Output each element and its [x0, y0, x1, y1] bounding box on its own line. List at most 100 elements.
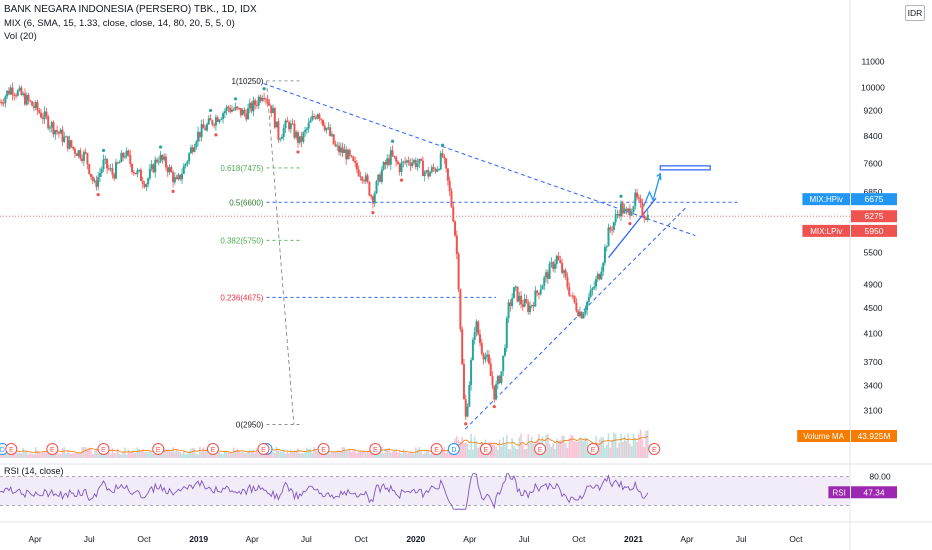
volume-bar	[270, 448, 273, 458]
candle-body	[166, 167, 169, 173]
volume-bar	[43, 451, 46, 458]
candle-body	[182, 165, 185, 174]
volume-bar	[74, 453, 76, 458]
pivot-high-dot	[619, 194, 623, 198]
volume-bar	[199, 447, 201, 458]
volume-bar	[134, 452, 137, 458]
volume-bar	[67, 450, 69, 458]
volume-bar	[532, 444, 535, 458]
currency-button[interactable]: IDR	[905, 5, 925, 21]
candle-body	[56, 130, 59, 132]
earnings-marker	[5, 443, 18, 455]
volume-bar	[466, 443, 469, 458]
candle-body	[375, 181, 378, 194]
volume-bar	[227, 452, 230, 458]
candle-body	[218, 119, 221, 122]
candle-body	[20, 87, 23, 95]
candle-body	[575, 302, 578, 312]
candle-body	[637, 197, 640, 199]
candles	[0, 82, 649, 420]
volume-bar	[220, 453, 223, 458]
candle-body	[477, 321, 480, 335]
candle-body	[48, 127, 51, 129]
candle-body	[479, 334, 482, 344]
candle-body	[95, 180, 98, 187]
volume-bar	[368, 452, 371, 458]
candle-body	[123, 156, 126, 158]
candle-body	[275, 121, 278, 128]
volume-bar	[288, 453, 290, 458]
pivot-high-dot	[159, 145, 163, 149]
volume-ma-tag-label: Volume MA	[803, 432, 845, 441]
volume-bar	[527, 434, 530, 458]
candle-body	[514, 286, 517, 288]
candle-body	[339, 147, 342, 153]
candle-body	[389, 150, 392, 165]
volume-bar	[159, 452, 162, 458]
volume-bar	[398, 450, 401, 458]
candle-body	[602, 262, 605, 272]
volume-bar	[414, 447, 417, 458]
volume-bar	[40, 452, 42, 458]
dividend-marker-label: D	[451, 447, 456, 454]
volume-bar	[259, 451, 262, 458]
volume-bar	[423, 453, 426, 458]
volume-bar	[409, 451, 412, 458]
volume-bar	[638, 434, 640, 458]
candle-body	[486, 354, 489, 357]
candle-body	[238, 107, 241, 109]
candle-body	[484, 356, 487, 360]
volume-bar	[115, 453, 117, 458]
volume-bar	[188, 451, 190, 458]
volume-bar	[523, 449, 526, 458]
volume-bar	[52, 453, 55, 458]
earnings-marker	[152, 443, 165, 455]
projection-arrow	[642, 174, 661, 207]
volume-bar	[397, 452, 399, 458]
pivot-low-dot	[492, 405, 496, 409]
candle-body	[97, 176, 100, 187]
candle-body	[502, 355, 505, 372]
indicator-legend[interactable]: MIX (6, SMA, 15, 1.33, close, close, 14,…	[4, 18, 235, 29]
volume-bar	[184, 454, 187, 458]
volume-bar	[550, 446, 553, 458]
volume-bar	[520, 434, 522, 458]
candle-body	[379, 174, 382, 182]
candle-body	[43, 111, 46, 120]
volume-bar	[136, 447, 139, 458]
candle-body	[552, 262, 555, 269]
candle-body	[61, 129, 64, 142]
candle-body	[232, 109, 235, 111]
candle-body	[86, 153, 89, 165]
candle-body	[505, 318, 508, 348]
target-box	[659, 165, 711, 171]
candle-body	[255, 104, 258, 106]
volume-ma-tag-label-bg	[797, 430, 850, 442]
candle-body	[523, 298, 526, 307]
candle-body	[125, 150, 128, 157]
volume-bar	[150, 452, 153, 458]
candle-body	[264, 98, 267, 100]
candle-body	[113, 174, 116, 179]
candle-body	[236, 106, 239, 108]
volume-bar	[250, 450, 253, 458]
volume-bar	[186, 454, 189, 458]
rsi-legend[interactable]: RSI (14, close)	[4, 466, 64, 476]
volume-bar	[552, 443, 554, 458]
volume-bar	[58, 453, 60, 458]
candle-body	[355, 162, 358, 170]
volume-legend[interactable]: Vol (20)	[4, 31, 37, 42]
rsi-upper-label: 80.00	[869, 472, 891, 482]
volume-bar	[131, 450, 133, 458]
volume-bar	[9, 452, 12, 458]
y-tick-label: 11000	[861, 56, 884, 66]
volume-bar	[72, 452, 74, 458]
candle-body	[448, 180, 451, 192]
candle-body	[27, 95, 30, 101]
candle-body	[568, 287, 571, 296]
volume-bar	[625, 440, 628, 458]
candle-body	[437, 169, 440, 171]
volume-bar	[548, 443, 551, 458]
candle-body	[464, 399, 467, 417]
volume-bar	[338, 450, 340, 458]
